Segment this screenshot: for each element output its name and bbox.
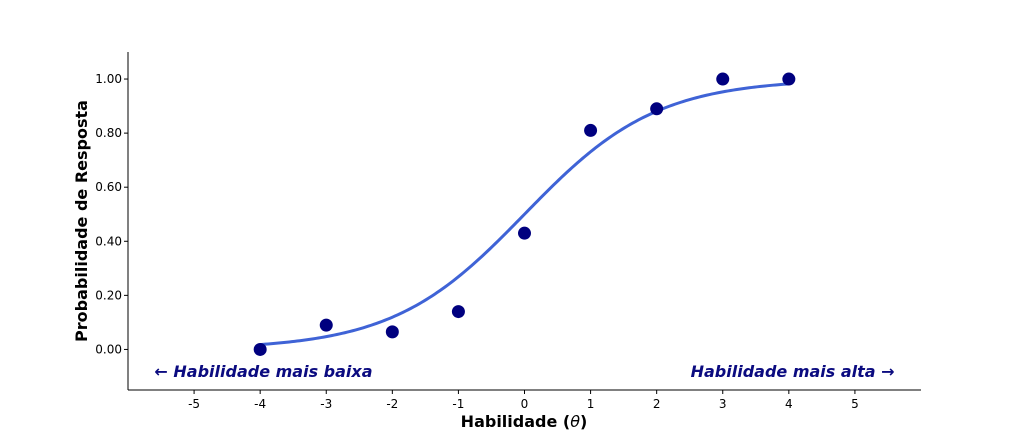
- annotation-higher-ability: Habilidade mais alta →: [691, 362, 895, 381]
- x-tick-label: -3: [320, 397, 332, 411]
- annotations: ← Habilidade mais baixa Habilidade mais a…: [154, 362, 894, 381]
- x-axis-title-symbol: θ: [570, 412, 580, 431]
- y-tick-label: 0.60: [95, 180, 122, 194]
- data-point: [584, 123, 598, 137]
- y-axis-ticks: 0.00 0.20 0.40 0.60 0.80 1.00: [95, 72, 128, 356]
- x-axis-ticks: -5 -4 -3 -2 -1 0 1 2 3 4 5: [188, 390, 859, 411]
- y-tick-label: 0.80: [95, 126, 122, 140]
- y-axis-title: Probabilidade de Resposta: [72, 100, 91, 342]
- x-axis-title-close: ): [580, 412, 587, 431]
- data-point: [385, 325, 399, 339]
- x-tick-label: 0: [521, 397, 529, 411]
- data-point: [451, 305, 465, 319]
- data-point: [253, 342, 267, 356]
- x-tick-label: 3: [719, 397, 727, 411]
- y-tick-label: 1.00: [95, 72, 122, 86]
- y-tick-label: 0.20: [95, 288, 122, 302]
- x-axis-title-text: Habilidade (: [461, 412, 571, 431]
- data-point: [518, 226, 531, 240]
- data-point: [716, 72, 730, 86]
- x-tick-label: 2: [653, 397, 661, 411]
- x-axis-title: Habilidade (θ): [461, 412, 588, 431]
- y-tick-label: 0.40: [95, 234, 122, 248]
- x-tick-label: -4: [254, 397, 266, 411]
- x-tick-label: 1: [587, 397, 595, 411]
- data-point: [650, 102, 664, 116]
- x-tick-label: 4: [785, 397, 793, 411]
- x-tick-label: 5: [851, 397, 859, 411]
- y-tick-label: 0.00: [95, 342, 122, 356]
- x-tick-label: -2: [386, 397, 398, 411]
- data-point: [782, 72, 796, 86]
- data-points: [253, 72, 796, 356]
- x-tick-label: -1: [452, 397, 464, 411]
- annotation-lower-ability: ← Habilidade mais baixa: [154, 362, 372, 381]
- x-tick-label: -5: [188, 397, 200, 411]
- logistic-curve-line: [260, 82, 789, 347]
- data-point: [319, 318, 333, 332]
